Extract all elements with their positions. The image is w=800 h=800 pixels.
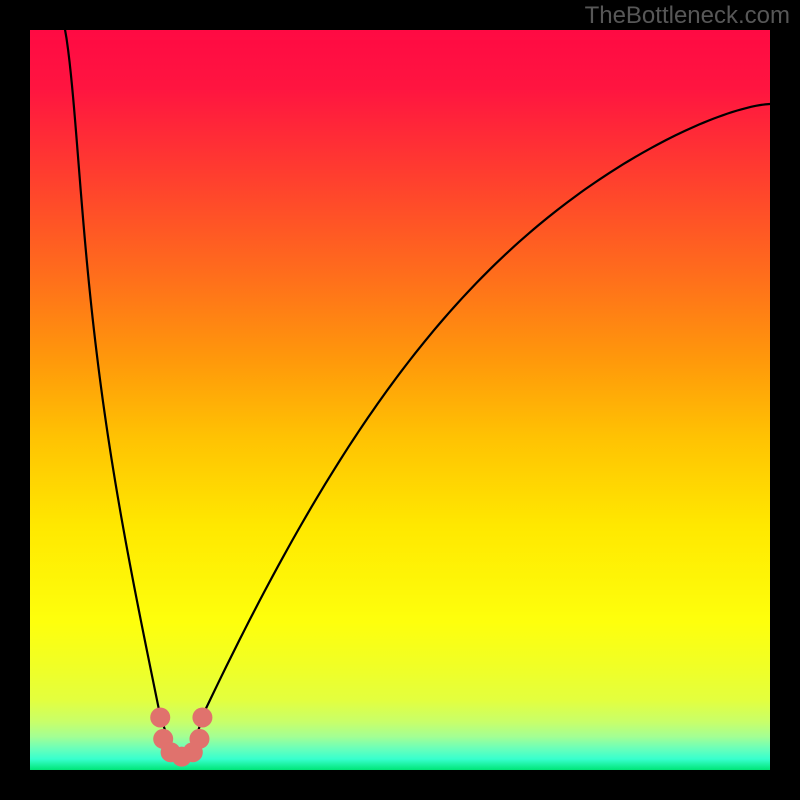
bottleneck-chart xyxy=(30,30,770,770)
threshold-dot xyxy=(192,707,212,727)
threshold-dot xyxy=(150,707,170,727)
chart-background xyxy=(30,30,770,770)
threshold-dot xyxy=(189,729,209,749)
watermark-text: TheBottleneck.com xyxy=(585,2,790,30)
chart-frame: TheBottleneck.com xyxy=(0,0,800,800)
